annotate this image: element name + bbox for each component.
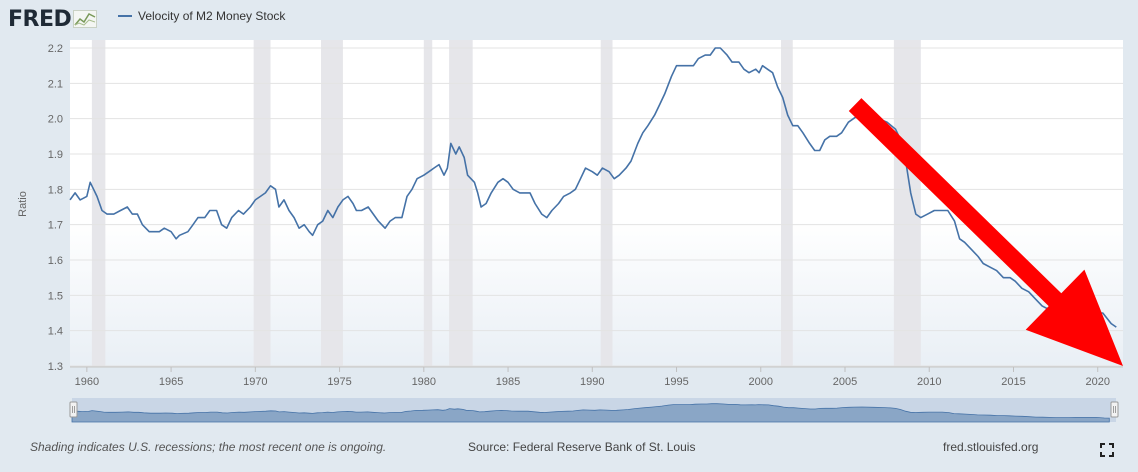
x-tick-label: 1985 (496, 376, 520, 388)
y-tick-label: 2.2 (48, 43, 63, 55)
recession-band-2 (321, 40, 343, 366)
fred-logo[interactable]: FRED (8, 6, 98, 32)
chart-line-icon (73, 10, 98, 28)
x-axis: 1960 1965 1970 1975 1980 1985 1990 1995 2000 2005… (70, 366, 1123, 388)
x-tick-label: 1965 (159, 376, 183, 388)
legend-label: Velocity of M2 Money Stock (138, 9, 286, 23)
x-tick-label: 2010 (917, 376, 941, 388)
recession-band-3 (423, 40, 433, 366)
recession-band-5 (600, 40, 613, 366)
y-tick-label: 1.5 (48, 290, 63, 302)
y-tick-label: 1.4 (48, 326, 63, 338)
x-tick-label: 1960 (75, 376, 99, 388)
legend-swatch (118, 15, 132, 17)
recession-band-1 (253, 40, 271, 366)
x-tick-label: 1970 (243, 376, 267, 388)
y-tick-label: 1.8 (48, 184, 63, 196)
x-tick-label: 1990 (580, 376, 604, 388)
y-tick-label: 1.6 (48, 255, 63, 267)
series-line-velocity-m2 (69, 47, 1117, 328)
x-tick-label: 2015 (1001, 376, 1025, 388)
source-text: Source: Federal Reserve Bank of St. Loui… (468, 440, 696, 454)
y-tick-label: 1.7 (48, 220, 63, 232)
navigator-handle-left[interactable] (69, 401, 78, 418)
y-axis: 1.3 1.4 1.5 1.6 1.7 1.8 1.9 2.0 2.1 2.2 (48, 43, 63, 373)
recession-band-7 (893, 40, 921, 366)
y-tick-label: 1.9 (48, 149, 63, 161)
fred-logo-text: FRED (8, 6, 72, 32)
recession-band-4 (449, 40, 473, 366)
x-tick-label: 1995 (664, 376, 688, 388)
navigator-area (71, 403, 1110, 423)
x-tick-label: 2000 (749, 376, 773, 388)
legend: Velocity of M2 Money Stock (118, 9, 285, 23)
navigator[interactable] (69, 398, 1119, 423)
recession-note: Shading indicates U.S. recessions; the m… (30, 440, 387, 454)
x-tick-label: 1980 (412, 376, 436, 388)
recession-bands (91, 40, 921, 366)
expand-icon[interactable] (1100, 443, 1114, 457)
x-tick-label: 2020 (1085, 376, 1109, 388)
navigator-handle-right[interactable] (1110, 401, 1119, 418)
header: FRED (8, 6, 98, 32)
red-arrow-annotation (848, 98, 1123, 366)
recession-band-6 (780, 40, 793, 366)
y-axis-label: Ratio (17, 191, 29, 217)
x-tick-label: 1975 (327, 376, 351, 388)
fred-site-link[interactable]: fred.stlouisfed.org (943, 440, 1039, 454)
x-tick-label: 2005 (833, 376, 857, 388)
y-tick-label: 1.3 (48, 361, 63, 373)
y-tick-label: 2.0 (48, 114, 63, 126)
y-tick-label: 2.1 (48, 78, 63, 90)
